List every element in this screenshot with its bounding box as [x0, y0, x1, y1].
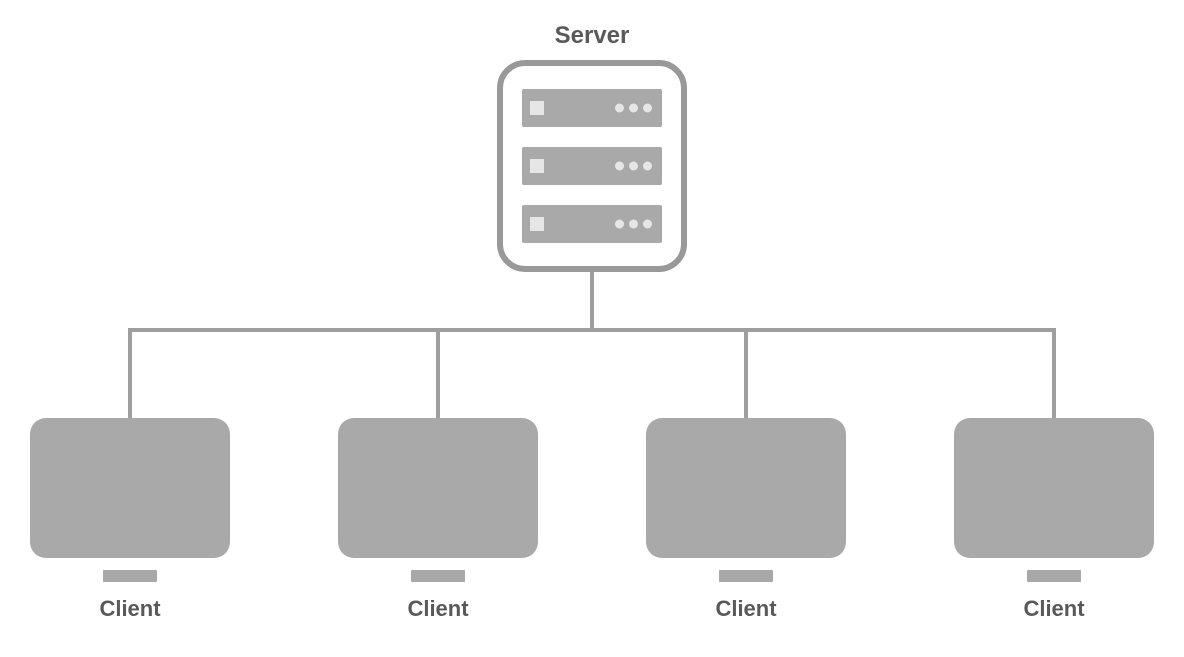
client-node: Client [954, 418, 1154, 622]
rack-unit-leds-icon [615, 220, 652, 229]
rack-unit-indicator-icon [530, 159, 544, 173]
monitor-icon [30, 418, 230, 558]
server-title: Server [0, 22, 1184, 50]
client-node: Client [30, 418, 230, 622]
client-label: Client [338, 596, 538, 622]
monitor-icon [646, 418, 846, 558]
rack-unit-icon [522, 205, 662, 243]
monitor-stand-icon [411, 570, 465, 582]
client-node: Client [338, 418, 538, 622]
rack-unit-indicator-icon [530, 217, 544, 231]
rack-unit-leds-icon [615, 104, 652, 113]
monitor-stand-icon [719, 570, 773, 582]
client-label: Client [646, 596, 846, 622]
server-icon [497, 60, 687, 272]
client-label: Client [30, 596, 230, 622]
monitor-icon [954, 418, 1154, 558]
monitor-icon [338, 418, 538, 558]
rack-unit-icon [522, 89, 662, 127]
client-label: Client [954, 596, 1154, 622]
rack-unit-leds-icon [615, 162, 652, 171]
rack-unit-icon [522, 147, 662, 185]
monitor-stand-icon [1027, 570, 1081, 582]
rack-unit-indicator-icon [530, 101, 544, 115]
monitor-stand-icon [103, 570, 157, 582]
diagram-canvas: Server Client [0, 0, 1184, 657]
client-node: Client [646, 418, 846, 622]
